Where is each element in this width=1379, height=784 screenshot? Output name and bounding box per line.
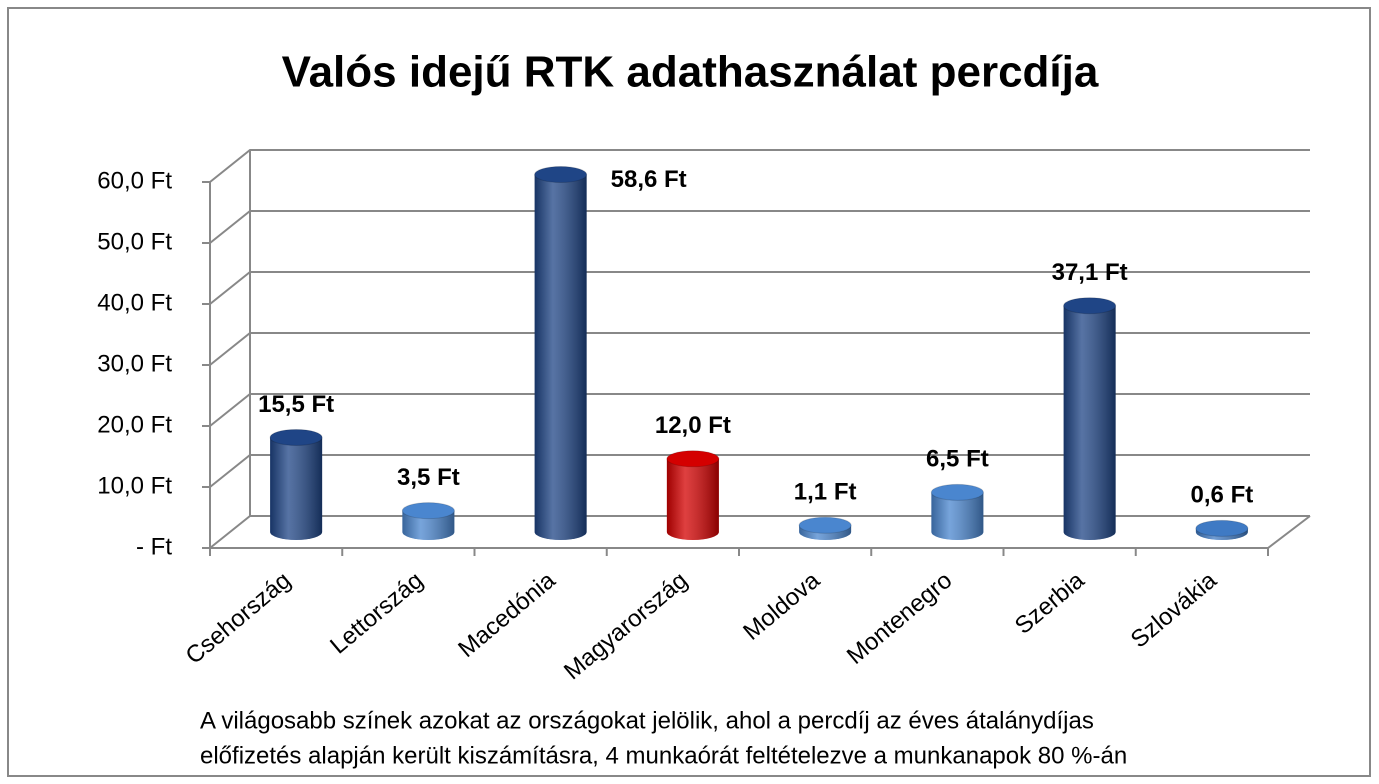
grid-line	[209, 210, 1310, 244]
bar-top	[1195, 519, 1249, 537]
chart-frame	[7, 7, 1371, 777]
bar-shade	[534, 174, 587, 541]
y-tick-label: 20,0 Ft	[97, 411, 172, 438]
value-label: 6,5 Ft	[926, 446, 989, 473]
chart-title: Valós idejű RTK adathasználat percdíja	[282, 48, 1099, 97]
value-label: 1,1 Ft	[794, 479, 857, 506]
bar-shade	[402, 510, 455, 540]
bar-shade	[931, 492, 984, 540]
bar-top	[401, 502, 455, 520]
bar-top	[666, 450, 720, 468]
bar-top	[1063, 297, 1117, 315]
grid-line	[209, 393, 1310, 427]
grid-line	[209, 332, 1310, 366]
annotation: előfizetés alapján került kiszámításra, …	[200, 742, 1127, 769]
grid-line	[209, 149, 1310, 183]
value-label: 37,1 Ft	[1052, 259, 1128, 286]
bar-shade	[666, 458, 719, 540]
bar-top	[269, 428, 323, 446]
y-tick-label: 30,0 Ft	[97, 350, 172, 377]
grid-line	[209, 454, 1310, 488]
value-label: 15,5 Ft	[258, 391, 334, 418]
value-label: 58,6 Ft	[611, 166, 687, 193]
y-tick-label: 60,0 Ft	[97, 167, 172, 194]
y-tick-label: 50,0 Ft	[97, 228, 172, 255]
annotation: A világosabb színek azokat az országokat…	[200, 707, 1094, 734]
bar-top	[798, 516, 852, 534]
bar-top	[930, 483, 984, 501]
bar-shade	[1063, 305, 1116, 540]
grid-line	[209, 271, 1310, 305]
y-tick-label: - Ft	[136, 533, 172, 560]
value-label: 3,5 Ft	[397, 464, 460, 491]
value-label: 12,0 Ft	[655, 412, 731, 439]
y-tick-label: 40,0 Ft	[97, 289, 172, 316]
bar-top	[534, 166, 588, 184]
bar-shade	[270, 437, 323, 540]
value-label: 0,6 Ft	[1191, 482, 1254, 509]
y-tick-label: 10,0 Ft	[97, 472, 172, 499]
